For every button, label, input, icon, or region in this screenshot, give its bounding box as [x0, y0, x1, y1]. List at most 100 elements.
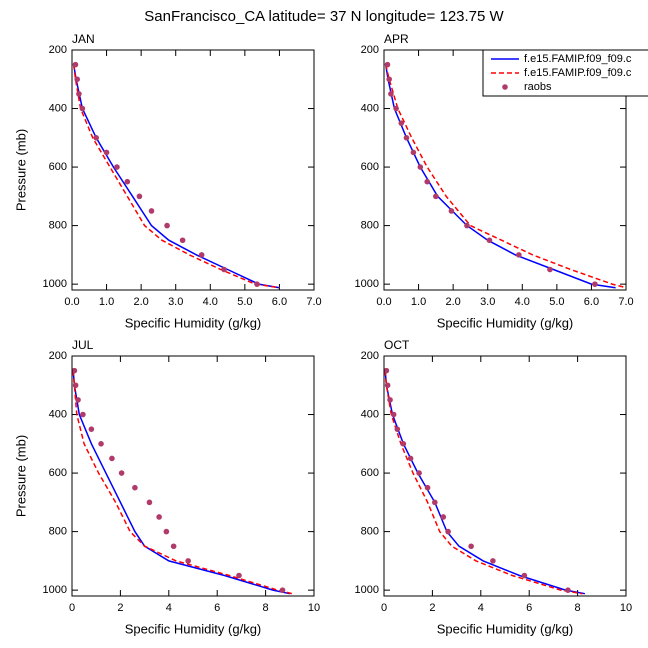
raob-point [407, 455, 414, 462]
figure-title: SanFrancisco_CA latitude= 37 N longitude… [144, 8, 504, 25]
y-tick-label: 800 [49, 220, 67, 232]
y-tick-label: 600 [361, 467, 379, 479]
raob-point [109, 455, 115, 462]
panel-title: OCT [384, 338, 410, 352]
y-tick-label: 1000 [43, 278, 67, 290]
raob-point [136, 193, 143, 200]
x-tick-label: 4 [478, 602, 484, 614]
x-tick-label: 0.0 [64, 296, 79, 308]
x-tick-label: 3.0 [480, 296, 495, 308]
raob-point [394, 426, 401, 432]
y-tick-label: 200 [49, 44, 67, 56]
x-tick-label: 2 [117, 602, 123, 614]
model-line [384, 64, 626, 289]
y-tick-label: 400 [361, 408, 379, 420]
model-line [72, 64, 280, 289]
x-tick-label: 0.0 [376, 296, 391, 308]
raob-point [468, 543, 474, 550]
y-tick-label: 800 [361, 220, 379, 232]
raob-point [387, 397, 393, 403]
raob-point [424, 484, 431, 491]
model-line [384, 64, 616, 289]
raob-point [432, 499, 438, 506]
x-axis-label: Specific Humidity (g/kg) [437, 621, 574, 636]
x-tick-label: 2.0 [445, 296, 460, 308]
raob-point [163, 528, 170, 535]
model-line [72, 370, 293, 595]
raob-point [410, 149, 417, 156]
plot-frame [383, 355, 627, 597]
x-tick-label: 10 [308, 602, 320, 614]
y-tick-label: 1000 [355, 278, 379, 290]
raob-point [547, 266, 553, 273]
y-axis-label: Pressure (mb) [13, 129, 28, 211]
raob-point [254, 281, 260, 287]
raob-point [521, 572, 528, 579]
y-tick-label: 200 [361, 44, 379, 56]
y-tick-label: 200 [49, 350, 67, 362]
y-tick-label: 400 [361, 102, 379, 114]
model-line [384, 370, 583, 595]
raob-point [388, 91, 394, 97]
raob-point [440, 514, 447, 520]
raob-point [417, 164, 424, 170]
raob-point [490, 558, 496, 564]
raob-point [170, 543, 177, 550]
legend-marker [502, 84, 508, 90]
x-tick-label: 0 [381, 602, 387, 614]
x-tick-label: 5.0 [549, 296, 564, 308]
raob-point [565, 587, 571, 593]
x-tick-label: 7.0 [618, 296, 633, 308]
x-tick-label: 1.0 [99, 296, 114, 308]
raob-point [400, 441, 407, 447]
y-tick-label: 800 [361, 526, 379, 538]
raob-point [390, 411, 397, 418]
raob-point [93, 135, 99, 141]
raob-point [516, 252, 522, 258]
model-line [72, 370, 290, 595]
raob-point [79, 105, 86, 112]
raob-point [416, 470, 422, 476]
plot-frame [71, 49, 315, 291]
raob-point [98, 441, 104, 447]
raob-point [384, 61, 391, 68]
y-tick-label: 600 [49, 161, 67, 173]
x-tick-label: 8 [263, 602, 269, 614]
x-tick-label: 10 [620, 602, 632, 614]
raob-point [386, 76, 392, 83]
x-axis-label: Specific Humidity (g/kg) [437, 315, 574, 330]
raob-point [433, 193, 439, 200]
raob-point [236, 572, 242, 579]
x-tick-label: 6 [526, 602, 532, 614]
x-tick-label: 6 [214, 602, 220, 614]
raob-point [118, 470, 125, 476]
raob-point [393, 105, 399, 112]
raob-point [156, 514, 162, 520]
y-tick-label: 600 [361, 161, 379, 173]
x-tick-label: 5.0 [237, 296, 252, 308]
raob-point [146, 499, 153, 506]
model-line [72, 64, 280, 289]
panel-title: JAN [72, 32, 95, 46]
raob-point [88, 426, 95, 432]
legend-label: raobs [524, 81, 552, 93]
y-tick-label: 600 [49, 467, 67, 479]
x-tick-label: 3.0 [168, 296, 183, 308]
raob-point [132, 484, 138, 491]
raob-point [72, 367, 78, 374]
raob-point [124, 178, 131, 185]
raob-point [384, 367, 390, 374]
raob-point [179, 237, 186, 244]
y-tick-label: 800 [49, 526, 67, 538]
raob-point [103, 149, 110, 156]
raob-point [80, 411, 86, 418]
x-tick-label: 4.0 [203, 296, 218, 308]
raob-point [72, 61, 79, 68]
raob-point [72, 382, 79, 389]
raob-point [486, 237, 493, 244]
raob-point [464, 222, 470, 229]
y-axis-label: Pressure (mb) [13, 435, 28, 517]
raob-point [114, 164, 120, 170]
x-tick-label: 1.0 [411, 296, 426, 308]
